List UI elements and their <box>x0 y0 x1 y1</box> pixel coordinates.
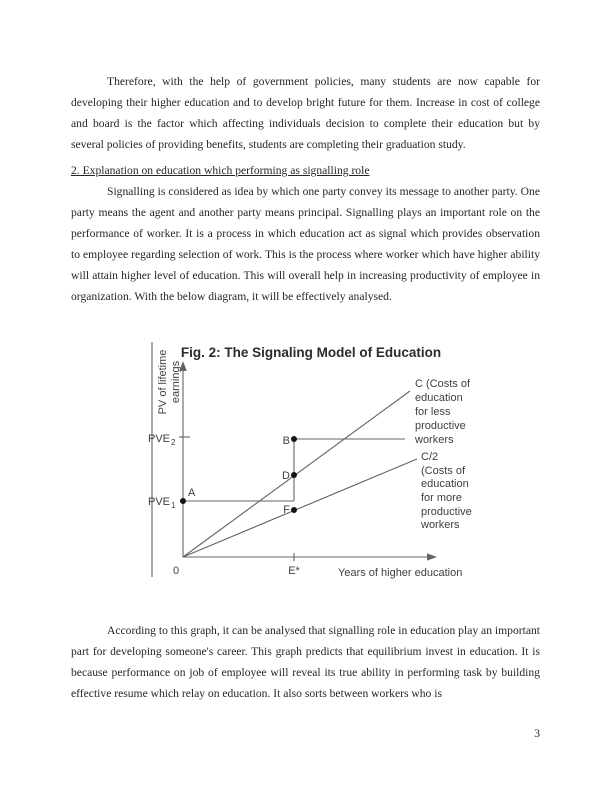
c-label-line3: for less <box>415 406 451 418</box>
c2-label-line4: for more <box>421 492 462 504</box>
figure-title: Fig. 2: The Signaling Model of Education <box>181 345 441 360</box>
c-label-line1: C (Costs of <box>415 378 471 390</box>
y-axis-label-line2: earnings <box>170 360 182 403</box>
point-A-dot <box>180 498 186 504</box>
c-label-line4: productive <box>415 420 466 432</box>
c-label-line2: education <box>415 392 463 404</box>
c2-label-line1: C/2 <box>421 451 438 463</box>
point-D-label: D <box>282 470 290 482</box>
page-number: 3 <box>534 727 540 740</box>
point-F-label: F <box>283 504 290 516</box>
c-label-line5: workers <box>414 434 454 446</box>
pve2-label: PVE <box>148 433 170 445</box>
y-axis-label-line1: PV of lifetime <box>157 350 169 415</box>
c2-label-line5: productive <box>421 506 472 518</box>
x-axis-arrow-icon <box>427 553 437 561</box>
pve1-subscript: 1 <box>171 501 176 510</box>
point-D-dot <box>291 472 297 478</box>
y-axis-arrow-icon <box>179 361 187 371</box>
paragraph-government-policies: Therefore, with the help of government p… <box>71 75 540 151</box>
pve2-subscript: 2 <box>171 438 176 447</box>
figure-signaling-model: Fig. 2: The Signaling Model of Education… <box>145 334 485 596</box>
pve1-label: PVE <box>148 496 170 508</box>
point-A-label: A <box>188 487 196 499</box>
paragraph-graph-analysis: According to this graph, it can be analy… <box>71 624 540 700</box>
point-B-label: B <box>283 435 290 447</box>
point-B-dot <box>291 436 297 442</box>
x-axis-label: Years of higher education <box>338 567 462 579</box>
signaling-model-diagram: Fig. 2: The Signaling Model of Education… <box>148 342 472 579</box>
cost-line-C2 <box>182 458 418 558</box>
estar-label: E* <box>288 565 300 577</box>
c2-label-line3: education <box>421 478 469 490</box>
paragraph-signalling-explanation: Signalling is considered as idea by whic… <box>71 185 540 303</box>
section-heading-signalling-role: 2. Explanation on education which perfor… <box>71 164 370 177</box>
c2-label-line6: workers <box>420 519 460 531</box>
point-F-dot <box>291 507 297 513</box>
origin-label: 0 <box>173 565 179 577</box>
c2-label-line2: (Costs of <box>421 465 466 477</box>
